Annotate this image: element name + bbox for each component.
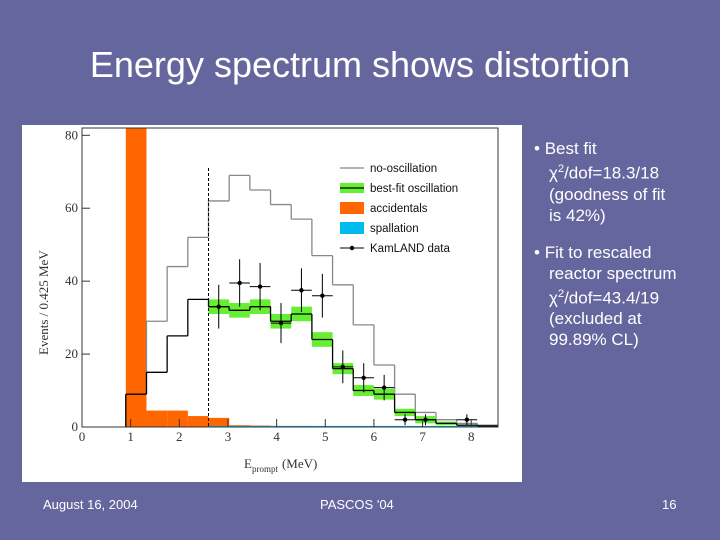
x-tick-label: 0 [79,429,86,444]
hist-bar [353,425,374,427]
x-tick-label: 5 [322,429,329,444]
bullet-line: • Best fit [534,139,597,158]
bullet-line: χ2/dof=18.3/18 [534,159,716,184]
bullet: • Fit to rescaled reactor spectrum χ2/dof=… [534,242,716,351]
y-tick-label: 40 [65,273,78,288]
hist-bar [456,425,478,427]
bullet-line: 99.89% CL) [534,329,716,350]
data-point [381,385,387,390]
bullet-line: χ2/dof=43.4/19 [534,284,716,309]
hist-bar [146,410,168,427]
legend-swatch [340,202,364,214]
hist-bar [208,425,230,427]
footer-date: August 16, 2004 [43,497,138,512]
bullet-text: χ [549,163,558,183]
x-tick-label: 4 [273,429,280,444]
bullet-text: 99.89% CL) [549,330,639,350]
bullet-text: /dof=18.3/18 [564,163,660,183]
bullet: • Best fit χ2/dof=18.3/18 (goodness of fit… [534,138,716,226]
y-tick-label: 0 [72,419,79,434]
x-label-unit: (MeV) [282,456,317,471]
y-tick-label: 60 [65,200,78,215]
hist-bar [187,416,209,427]
hist-bar [270,425,292,427]
x-label-sub: prompt [252,464,278,474]
footer-page: 16 [662,497,677,512]
legend-label: KamLAND data [370,243,451,255]
bullet-text: (excluded at [549,309,642,329]
y-tick-label: 20 [65,346,78,361]
slide-title: Energy spectrum shows distortion [89,44,631,85]
legend-label: spallation [370,223,419,235]
bullet-line: is 42%) [534,205,716,226]
hist-bar [208,417,230,427]
x-tick-label: 7 [419,429,426,444]
bullet-text: Best fit [544,139,597,158]
bullet-text: /dof=43.4/19 [564,288,660,308]
hist-bar [415,425,436,427]
hist-bar [435,425,457,427]
bullet-text: Fit to rescaled [544,242,652,262]
data-point [237,280,242,286]
x-tick-label: 3 [225,429,232,444]
data-point [278,320,284,326]
x-axis-label: Eprompt (MeV) [244,456,317,474]
data-point [320,293,325,298]
y-tick-label: 80 [65,127,78,142]
hist-bar [167,410,188,427]
data-point [257,284,263,289]
hist-bar [249,425,271,427]
superscript: 2 [557,163,565,175]
legend-swatch [340,222,364,234]
bullet-line: (excluded at [534,308,716,329]
legend-label: no-oscillation [370,163,437,175]
bullet-list: • Best fit χ2/dof=18.3/18 (goodness of fit… [534,138,716,366]
legend-label: accidentals [370,203,428,215]
hist-bar [332,425,354,427]
data-point [402,417,408,422]
bullet-text: reactor spectrum [549,263,677,283]
chart: Events / 0.425 MeV Eprompt (MeV) 0 1 2 3 4 5 6 7… [36,127,499,474]
data-point [464,417,470,422]
legend-label: best-fit oscillation [370,183,458,195]
hist-bar [125,128,147,428]
hist-bar [311,425,333,427]
y-axis-label: Events / 0.425 MeV [36,250,51,355]
x-label-main: E [244,456,252,471]
legend-swatch [349,245,355,251]
bullet-line: • Fit to rescaled [534,242,652,262]
hist-bar [229,425,250,427]
x-tick-label: 8 [468,429,475,444]
bullet-text: χ [549,288,558,308]
x-tick-label: 2 [176,429,183,444]
bullet-line: (goodness of fit [534,184,716,205]
data-point [361,375,366,380]
hist-bar [394,425,416,427]
bullet-line: reactor spectrum [534,263,716,284]
data-point [299,288,304,293]
superscript: 2 [557,287,565,300]
hist-bar [291,425,312,427]
x-tick-label: 6 [371,429,378,444]
data-point [340,364,345,370]
hist-bar [373,425,395,427]
bullet-text: (goodness of fit [549,184,666,204]
chart-panel: Events / 0.425 MeV Eprompt (MeV) 0 1 2 3 4 5 6 7… [22,125,522,482]
data-point [216,304,221,309]
bullet-text: is 42%) [549,205,606,225]
x-tick-label: 1 [127,429,134,444]
plot-frame [81,127,499,428]
footer-event: PASCOS '04 [320,497,394,512]
data-point [423,417,428,422]
